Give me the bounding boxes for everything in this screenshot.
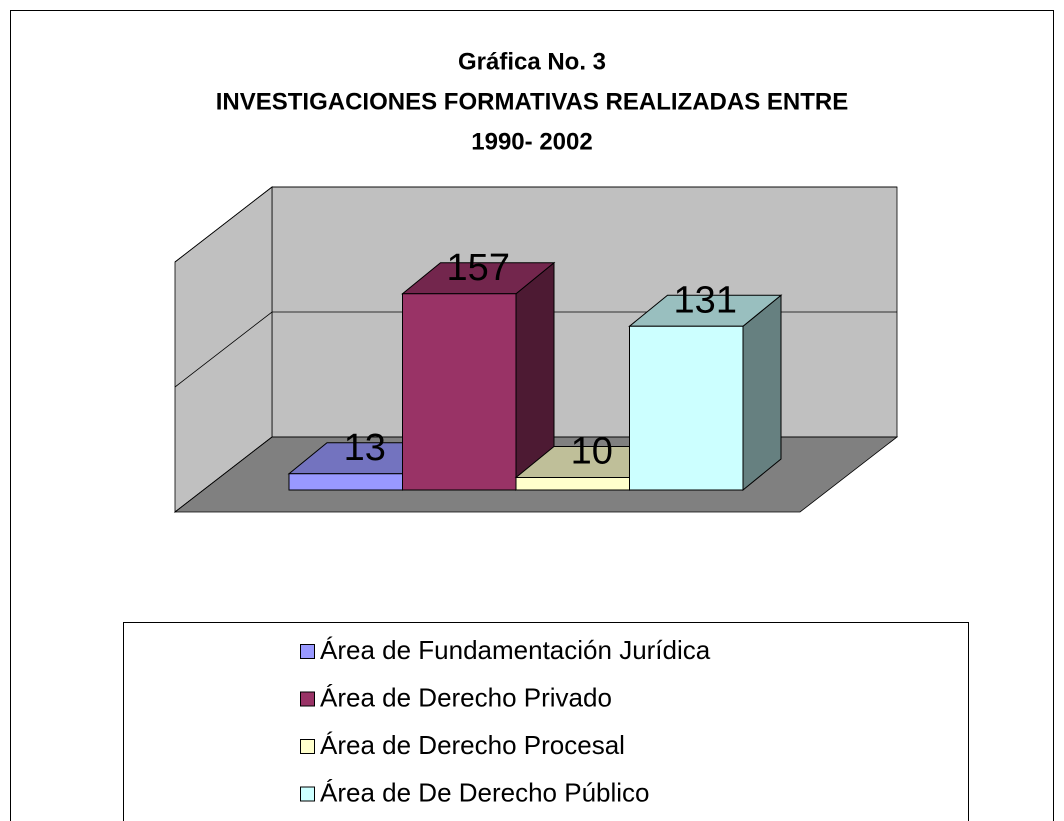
bar [628, 294, 783, 492]
grid-line [174, 186, 897, 263]
data-label: 131 [674, 279, 737, 321]
bar-side [742, 294, 782, 492]
legend-swatch [300, 691, 315, 707]
bar-front [629, 325, 744, 491]
data-label: 13 [344, 427, 386, 469]
legend-label: Área de Derecho Procesal [320, 730, 625, 760]
legend-swatch [300, 786, 315, 802]
legend-frame [123, 622, 969, 821]
bar [401, 261, 556, 492]
bar-front [402, 293, 517, 491]
data-label: 10 [571, 431, 613, 473]
data-label: 157 [447, 247, 510, 289]
chart-title: Gráfica No. 3 [458, 48, 606, 75]
bar-front [288, 473, 403, 491]
legend-swatch [300, 644, 315, 659]
chart-title: 1990- 2002 [471, 128, 592, 155]
legend-label: Área de Fundamentación Jurídica [320, 635, 711, 665]
legend-label: Área de Derecho Privado [320, 682, 612, 712]
legend-label: Área de De Derecho Público [320, 777, 650, 807]
bar-front [515, 477, 630, 491]
chart-title: INVESTIGACIONES FORMATIVAS REALIZADAS EN… [216, 88, 848, 115]
legend-swatch [300, 739, 315, 754]
